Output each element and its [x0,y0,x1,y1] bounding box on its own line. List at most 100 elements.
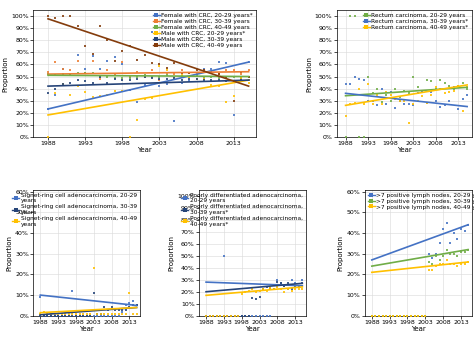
Point [256,288,264,293]
Point [163,81,171,86]
Point [299,287,306,292]
Point [281,283,288,288]
Point [210,313,217,319]
Point [215,83,223,89]
Point [411,313,419,319]
Point [351,74,358,79]
Point [393,313,401,319]
Point [437,104,444,109]
Point [457,226,465,232]
Point [259,287,267,292]
Point [418,313,426,319]
Point [82,44,89,49]
Point [141,82,148,88]
Point [222,60,230,66]
Point [410,103,417,108]
Point [450,86,457,91]
Point [215,59,223,65]
Point [185,74,193,79]
Point [83,313,91,319]
Point [428,89,435,95]
Point [423,100,430,106]
Point [379,313,386,319]
Point [36,294,44,300]
Point [288,287,295,292]
Point [222,99,230,104]
Point [418,313,426,319]
Point [284,287,292,292]
Point [90,313,98,319]
Point [126,87,134,93]
Point [248,287,256,292]
Point [425,251,433,256]
Point [171,75,178,81]
Point [126,290,133,296]
Point [441,91,448,96]
Point [369,101,376,107]
Point [202,313,210,319]
Point [436,261,443,267]
Point [86,313,94,319]
Point [133,69,141,75]
Point [59,81,67,86]
Point [104,38,111,43]
Point [55,313,62,319]
Point [51,313,58,319]
Point [230,78,237,84]
Point [148,60,156,66]
Point [44,71,52,77]
Point [213,313,220,319]
Point [133,74,141,79]
Point [202,313,210,319]
Point [397,313,404,319]
Point [455,83,462,89]
Point [104,313,112,319]
Point [390,313,397,319]
Point [224,313,231,319]
Point [62,311,69,316]
Point [97,311,105,316]
Point [133,303,140,308]
Point [200,68,208,73]
Point [259,313,267,319]
Point [76,313,83,319]
Point [432,253,440,259]
Point [86,311,94,316]
Point [40,309,48,314]
Point [115,311,122,316]
Point [401,98,408,103]
X-axis label: Year: Year [411,326,426,332]
Point [425,268,433,273]
Y-axis label: Proportion: Proportion [168,235,174,271]
Point [372,313,379,319]
Point [241,313,249,319]
Point [220,253,228,259]
Point [47,313,55,319]
Point [208,77,215,83]
Point [365,81,372,86]
Point [443,247,450,252]
Point [36,313,44,319]
Point [446,83,453,89]
Point [432,263,440,269]
Point [342,113,349,119]
Point [100,311,108,316]
Point [414,98,421,103]
Point [200,75,208,81]
Point [238,291,246,297]
Point [193,73,201,78]
Point [428,78,435,84]
Point [443,257,450,263]
Point [178,73,185,78]
Point [148,95,156,101]
Point [126,134,134,139]
Point [126,301,133,306]
Point [234,313,242,319]
Point [346,101,354,107]
Point [90,290,98,296]
Point [387,98,394,103]
Point [62,313,69,319]
Point [74,58,82,64]
Point [365,98,372,103]
Point [118,88,126,94]
